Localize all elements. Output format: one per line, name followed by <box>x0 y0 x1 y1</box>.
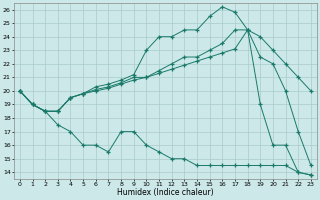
X-axis label: Humidex (Indice chaleur): Humidex (Indice chaleur) <box>117 188 214 197</box>
